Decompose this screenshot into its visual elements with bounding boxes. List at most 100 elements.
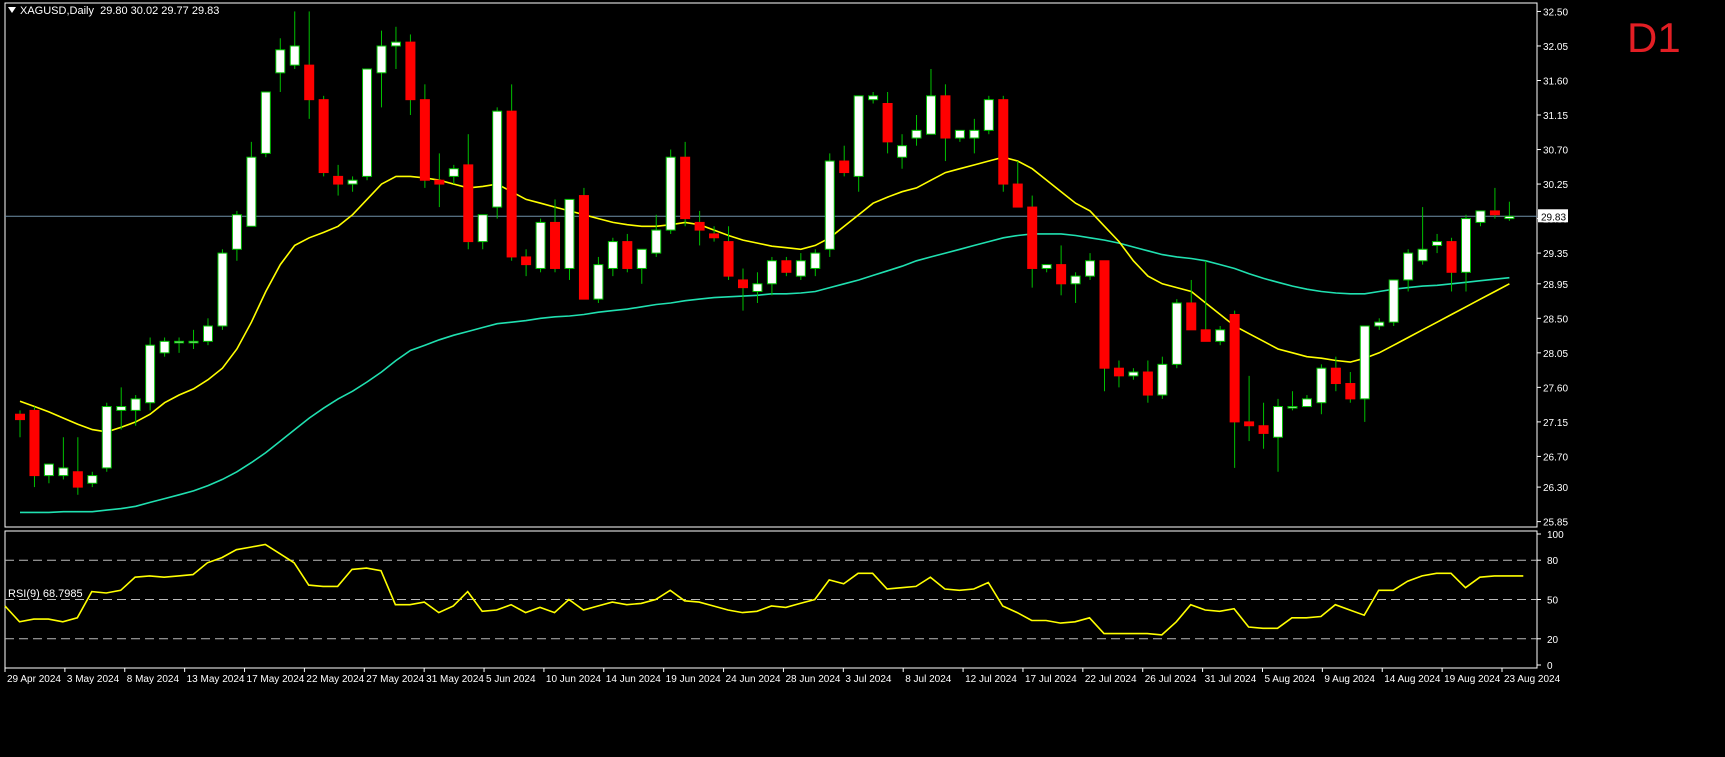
candle-body <box>810 252 821 269</box>
candle-body <box>1345 383 1356 400</box>
candle-body <box>87 475 98 484</box>
date-axis-label: 19 Aug 2024 <box>1444 674 1501 685</box>
candle-body <box>578 195 589 300</box>
candle-body <box>1085 260 1096 277</box>
candle-body <box>506 110 517 258</box>
candle-body <box>665 156 676 231</box>
date-axis-label: 14 Jun 2024 <box>606 674 661 685</box>
price-axis-label: 27.60 <box>1543 383 1568 394</box>
candle-body <box>376 45 387 74</box>
price-axis-label: 28.50 <box>1543 314 1568 325</box>
candle-body <box>738 279 748 289</box>
date-axis-label: 31 Jul 2024 <box>1205 674 1257 685</box>
price-axis-label: 31.60 <box>1543 76 1568 87</box>
candle-body <box>1056 264 1067 285</box>
price-axis-label: 29.35 <box>1543 249 1568 260</box>
candles-group <box>15 11 1515 495</box>
candle-body <box>145 344 156 404</box>
price-axis-label: 25.85 <box>1543 518 1568 529</box>
date-axis-label: 26 Jul 2024 <box>1145 674 1197 685</box>
candle-body <box>1171 302 1182 365</box>
date-axis-label: 22 May 2024 <box>306 674 364 685</box>
date-axis-label: 8 Jul 2024 <box>905 674 952 685</box>
candle-body <box>752 283 763 292</box>
candle-body <box>289 45 300 66</box>
candle-body <box>362 68 373 177</box>
candle-body <box>521 256 532 266</box>
candle-body <box>1012 183 1023 208</box>
date-axis-label: 17 May 2024 <box>247 674 305 685</box>
candle-body <box>1432 241 1443 246</box>
candle-body <box>853 95 864 177</box>
candle-body <box>1301 398 1312 408</box>
candle-body <box>202 325 213 342</box>
rsi-label: RSI(9) 68.7985 <box>8 588 83 600</box>
candle-body <box>260 91 271 154</box>
candle-body <box>1359 325 1370 400</box>
candle-body <box>246 156 257 227</box>
date-axis-label: 5 Jun 2024 <box>486 674 536 685</box>
candle-body <box>564 198 575 269</box>
candle-body <box>217 252 228 327</box>
ma-fast-line <box>19 156 1510 433</box>
candle-body <box>897 145 908 158</box>
candle-body <box>550 221 561 269</box>
candle-body <box>940 95 951 139</box>
candle-body <box>1157 363 1168 396</box>
candle-body <box>1041 264 1052 269</box>
symbol-header: XAGUSD,Daily 29.80 30.02 29.77 29.83 <box>8 5 219 17</box>
ma-slow-line <box>20 233 1510 514</box>
candle-body <box>1504 215 1515 220</box>
candle-body <box>969 129 980 139</box>
candle-body <box>231 214 242 250</box>
candle-body <box>781 260 792 273</box>
price-axis-label: 32.50 <box>1543 7 1568 18</box>
candle-body <box>709 233 720 239</box>
date-axis-label: 29 Apr 2024 <box>7 674 61 685</box>
price-axis-label: 32.05 <box>1543 42 1568 53</box>
date-axis-label: 23 Aug 2024 <box>1504 674 1561 685</box>
candle-body <box>1489 210 1500 216</box>
candle-body <box>333 175 344 185</box>
candle-body <box>636 248 647 269</box>
candle-body <box>58 467 69 477</box>
candle-body <box>1258 425 1269 434</box>
candle-body <box>868 95 879 101</box>
candle-body <box>1244 421 1255 427</box>
date-axis-label: 14 Aug 2024 <box>1384 674 1441 685</box>
candle-body <box>1229 313 1240 423</box>
candle-body <box>1200 329 1211 342</box>
rsi-axis-label: 0 <box>1547 661 1553 672</box>
candle-body <box>1330 367 1341 385</box>
date-axis-label: 19 Jun 2024 <box>666 674 721 685</box>
candle-body <box>188 340 199 344</box>
candle-body <box>463 164 474 243</box>
candle-body <box>1070 275 1081 285</box>
candle-body <box>723 241 734 277</box>
candle-body <box>116 406 127 411</box>
candle-body <box>1099 260 1110 369</box>
rsi-axis-label: 100 <box>1547 530 1564 541</box>
candle-body <box>1186 302 1197 331</box>
date-axis-label: 24 Jun 2024 <box>726 674 781 685</box>
candle-body <box>1273 406 1284 438</box>
candle-body <box>1461 218 1471 273</box>
candle-body <box>911 129 922 139</box>
price-axis-label: 26.30 <box>1543 483 1568 494</box>
candle-body <box>15 413 25 421</box>
candle-body <box>1027 206 1038 269</box>
candle-body <box>275 49 286 74</box>
dropdown-triangle-icon[interactable] <box>8 7 16 13</box>
date-axis-label: 12 Jul 2024 <box>965 674 1017 685</box>
candle-body <box>1388 279 1399 323</box>
price-axis-label: 31.15 <box>1543 111 1568 122</box>
candle-body <box>1215 329 1226 342</box>
date-axis-label: 5 Aug 2024 <box>1264 674 1315 685</box>
candle-body <box>318 99 329 174</box>
current-price-label: 29.83 <box>1541 212 1566 223</box>
candle-body <box>405 41 416 101</box>
rsi-axis-label: 50 <box>1547 596 1559 607</box>
candle-body <box>1287 406 1298 409</box>
candle-body <box>43 463 54 477</box>
